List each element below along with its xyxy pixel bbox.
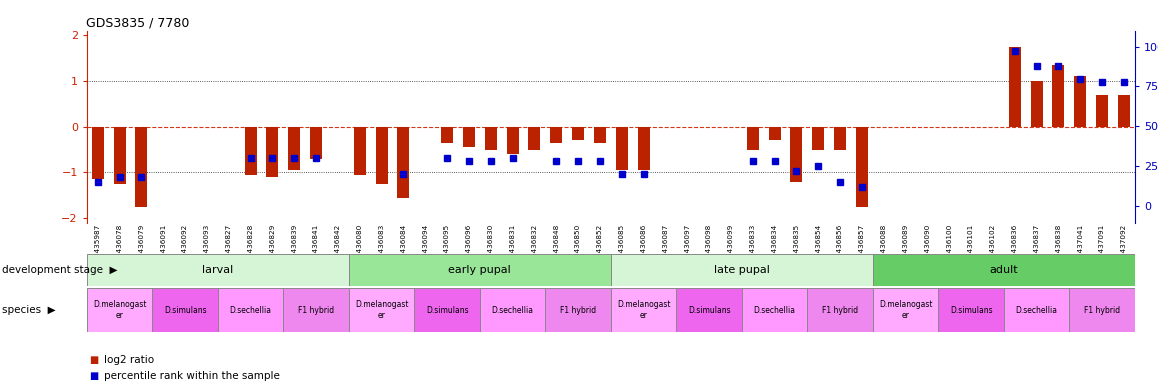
Bar — [742, 288, 807, 332]
Bar — [1053, 65, 1064, 127]
Bar — [375, 127, 388, 184]
Bar — [441, 127, 453, 143]
Bar — [87, 288, 153, 332]
Bar — [1031, 81, 1042, 127]
Bar — [218, 288, 284, 332]
Text: development stage  ▶: development stage ▶ — [2, 265, 118, 275]
Text: ■: ■ — [89, 355, 98, 365]
Bar — [594, 127, 606, 143]
Bar — [812, 127, 824, 150]
Text: D.melanogast
er: D.melanogast er — [879, 300, 932, 320]
Bar — [834, 127, 846, 150]
Bar — [1097, 95, 1108, 127]
Text: D.sechellia: D.sechellia — [229, 306, 272, 314]
Bar — [611, 288, 676, 332]
Text: larval: larval — [203, 265, 234, 275]
Bar — [550, 127, 563, 143]
Bar — [1069, 288, 1135, 332]
Text: D.melanogast
er: D.melanogast er — [93, 300, 146, 320]
Text: F1 hybrid: F1 hybrid — [298, 306, 335, 314]
Bar — [1004, 288, 1069, 332]
Bar — [479, 288, 545, 332]
Text: D.sechellia: D.sechellia — [754, 306, 796, 314]
Bar — [611, 254, 873, 286]
Bar — [485, 127, 497, 150]
Bar — [153, 288, 218, 332]
Text: D.simulans: D.simulans — [163, 306, 206, 314]
Bar — [747, 127, 758, 150]
Bar — [353, 127, 366, 175]
Bar — [1009, 47, 1020, 127]
Text: early pupal: early pupal — [448, 265, 511, 275]
Text: D.melanogast
er: D.melanogast er — [354, 300, 409, 320]
Text: D.melanogast
er: D.melanogast er — [617, 300, 670, 320]
Text: percentile rank within the sample: percentile rank within the sample — [104, 371, 280, 381]
Text: adult: adult — [990, 265, 1018, 275]
Bar — [873, 288, 938, 332]
Bar — [1075, 76, 1086, 127]
Bar — [288, 127, 300, 170]
Bar — [873, 254, 1135, 286]
Text: GDS3835 / 7780: GDS3835 / 7780 — [86, 17, 189, 30]
Bar — [266, 127, 278, 177]
Bar — [616, 127, 628, 170]
Bar — [349, 288, 415, 332]
Bar — [807, 288, 873, 332]
Bar — [791, 127, 802, 182]
Text: species  ▶: species ▶ — [2, 305, 56, 315]
Text: D.sechellia: D.sechellia — [1016, 306, 1057, 314]
Bar — [528, 127, 541, 150]
Text: F1 hybrid: F1 hybrid — [822, 306, 858, 314]
Bar — [415, 288, 479, 332]
Text: ■: ■ — [89, 371, 98, 381]
Bar — [506, 127, 519, 154]
Bar — [310, 127, 322, 159]
Bar — [135, 127, 147, 207]
Bar — [545, 288, 610, 332]
Bar — [856, 127, 868, 207]
Bar — [1117, 95, 1130, 127]
Text: late pupal: late pupal — [713, 265, 770, 275]
Bar — [769, 127, 780, 141]
Bar — [87, 254, 349, 286]
Bar — [91, 127, 104, 179]
Text: F1 hybrid: F1 hybrid — [1084, 306, 1120, 314]
Bar — [349, 254, 611, 286]
Bar — [113, 127, 125, 184]
Text: D.simulans: D.simulans — [950, 306, 992, 314]
Bar — [244, 127, 257, 175]
Bar — [572, 127, 584, 141]
Text: D.simulans: D.simulans — [688, 306, 731, 314]
Bar — [463, 127, 475, 147]
Bar — [938, 288, 1004, 332]
Bar — [676, 288, 742, 332]
Bar — [397, 127, 410, 198]
Text: F1 hybrid: F1 hybrid — [560, 306, 596, 314]
Text: D.simulans: D.simulans — [426, 306, 468, 314]
Bar — [638, 127, 650, 170]
Bar — [284, 288, 349, 332]
Text: D.sechellia: D.sechellia — [492, 306, 534, 314]
Text: log2 ratio: log2 ratio — [104, 355, 154, 365]
